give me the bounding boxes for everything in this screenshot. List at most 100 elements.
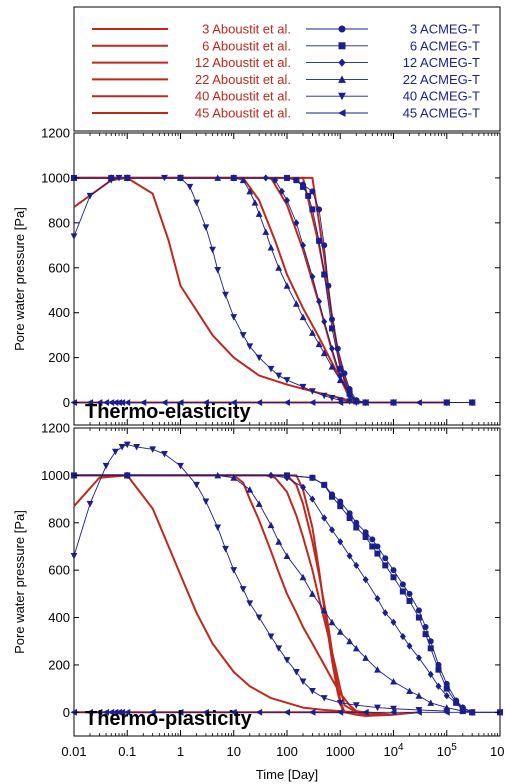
series-12-aboustit-et-al [74, 176, 447, 404]
series-22-acmeg-t [70, 471, 476, 716]
data-point [406, 597, 413, 604]
y-tick-label: 400 [48, 305, 70, 320]
legend-model-label: 45 ACMEG-T [403, 106, 480, 121]
data-point [160, 399, 168, 406]
legend-ref-label: 45 Aboustit et al. [195, 106, 291, 121]
data-point [427, 699, 435, 706]
y-tick-label: 1000 [41, 468, 70, 483]
legend-ref-label: 12 Aboustit et al. [195, 55, 291, 70]
data-point [86, 399, 94, 406]
series-40-acmeg-t [70, 441, 451, 715]
data-point [320, 695, 328, 702]
data-point [325, 282, 332, 289]
legend-ref-label: 22 Aboustit et al. [195, 72, 291, 87]
data-point [309, 495, 316, 503]
data-point [161, 451, 168, 458]
data-point [309, 206, 316, 213]
data-point [283, 657, 291, 664]
data-point [406, 687, 413, 694]
data-point [267, 471, 274, 479]
y-tick-label: 600 [48, 260, 70, 275]
data-point [70, 233, 78, 240]
data-point [239, 586, 247, 593]
data-point [422, 624, 429, 631]
x-tick-label: 1000 [326, 744, 355, 759]
panel-annotation: Thermo-plasticity [85, 708, 253, 730]
chart-panel-thermo-plasticity: 0 200 400 600 800 1000 1200 0.01 0.1 1 10 100 1000 1… [12, 421, 505, 783]
data-point [374, 550, 381, 557]
data-point [336, 708, 344, 716]
series-45-acmeg-t [70, 399, 476, 406]
data-point [427, 638, 434, 645]
data-point [316, 206, 323, 213]
y-tick-label: 200 [48, 350, 70, 365]
data-point [161, 174, 168, 182]
data-point [321, 242, 328, 249]
data-point [284, 196, 290, 204]
data-point [362, 533, 369, 540]
data-point [382, 609, 389, 617]
data-point [177, 399, 184, 406]
y-tick-label: 0 [63, 705, 70, 720]
data-point [283, 708, 290, 716]
series-45-acmeg-t [70, 708, 503, 716]
data-point [390, 574, 397, 581]
y-axis-label: Pore water pressure [Pa] [12, 207, 27, 351]
data-point [246, 343, 254, 350]
data-point [329, 325, 336, 332]
data-point [415, 654, 422, 662]
data-point [336, 397, 344, 404]
data-point [202, 224, 210, 231]
data-point [70, 708, 77, 716]
data-point [300, 483, 307, 491]
data-point [246, 486, 254, 493]
legend-model-marker [338, 25, 346, 33]
data-point [443, 685, 450, 692]
data-point [309, 329, 316, 336]
data-point [86, 500, 94, 508]
data-point [369, 536, 376, 543]
data-point [320, 606, 328, 614]
data-point [275, 372, 283, 380]
data-point [202, 498, 210, 505]
data-point [255, 708, 263, 716]
data-point [214, 471, 222, 479]
legend-model-label: 6 ACMEG-T [410, 38, 480, 53]
data-point [415, 706, 423, 714]
data-point [112, 448, 119, 456]
data-point [316, 237, 323, 244]
data-point [202, 399, 209, 406]
data-point [118, 443, 126, 451]
data-point [346, 515, 353, 522]
data-point [353, 524, 360, 531]
legend-ref-label: 40 Aboustit et al. [195, 89, 291, 104]
data-point [336, 628, 344, 635]
x-tick-exponent: 5 [451, 742, 457, 753]
series-6-aboustit-et-al [74, 474, 394, 717]
data-point [329, 345, 336, 353]
data-point [95, 399, 103, 406]
data-point [399, 581, 406, 588]
x-tick-label: 1 [177, 744, 184, 759]
data-point [415, 708, 422, 716]
data-point [267, 244, 275, 251]
data-point [284, 474, 290, 482]
data-point [214, 267, 222, 274]
series-line [74, 177, 473, 403]
data-point [321, 514, 328, 522]
data-point [399, 588, 406, 595]
data-point [329, 493, 336, 500]
data-point [336, 399, 344, 406]
data-point [262, 174, 269, 182]
data-point [202, 708, 209, 716]
x-tick-label: 0.01 [61, 744, 86, 759]
data-point [390, 567, 397, 574]
data-point [300, 241, 307, 249]
data-point [299, 383, 307, 391]
series-line [73, 176, 447, 404]
data-point [406, 642, 413, 650]
data-point [123, 399, 131, 406]
data-point [308, 399, 316, 406]
data-point [315, 340, 323, 348]
y-tick-label: 1000 [41, 170, 70, 185]
